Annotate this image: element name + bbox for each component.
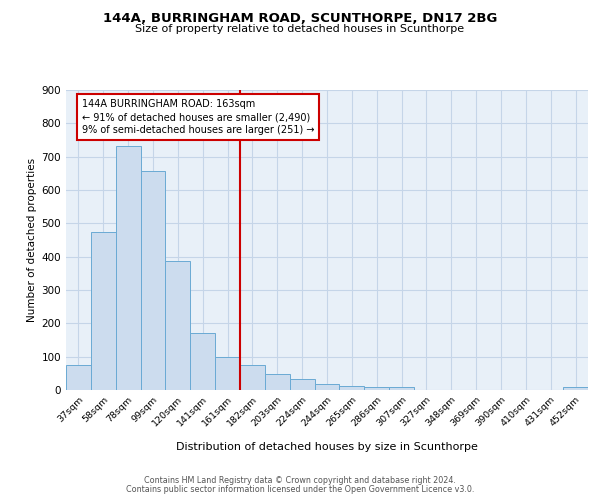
Bar — [215, 357, 240, 390]
Bar — [290, 378, 314, 390]
Bar — [240, 365, 265, 390]
Text: Distribution of detached houses by size in Scunthorpe: Distribution of detached houses by size … — [176, 442, 478, 452]
Text: 144A BURRINGHAM ROAD: 163sqm
← 91% of detached houses are smaller (2,490)
9% of : 144A BURRINGHAM ROAD: 163sqm ← 91% of de… — [82, 99, 314, 136]
Text: 144A, BURRINGHAM ROAD, SCUNTHORPE, DN17 2BG: 144A, BURRINGHAM ROAD, SCUNTHORPE, DN17 … — [103, 12, 497, 26]
Bar — [166, 260, 190, 390]
Text: Contains HM Land Registry data © Crown copyright and database right 2024.: Contains HM Land Registry data © Crown c… — [144, 476, 456, 485]
Text: Size of property relative to detached houses in Scunthorpe: Size of property relative to detached ho… — [136, 24, 464, 34]
Bar — [389, 388, 414, 390]
Y-axis label: Number of detached properties: Number of detached properties — [28, 158, 37, 322]
Bar — [364, 387, 389, 390]
Bar — [190, 332, 215, 390]
Bar — [116, 146, 140, 390]
Bar — [340, 386, 364, 390]
Text: Contains public sector information licensed under the Open Government Licence v3: Contains public sector information licen… — [126, 485, 474, 494]
Bar — [314, 384, 340, 390]
Bar — [563, 388, 588, 390]
Bar — [66, 365, 91, 390]
Bar — [140, 171, 166, 390]
Bar — [91, 232, 116, 390]
Bar — [265, 374, 290, 390]
